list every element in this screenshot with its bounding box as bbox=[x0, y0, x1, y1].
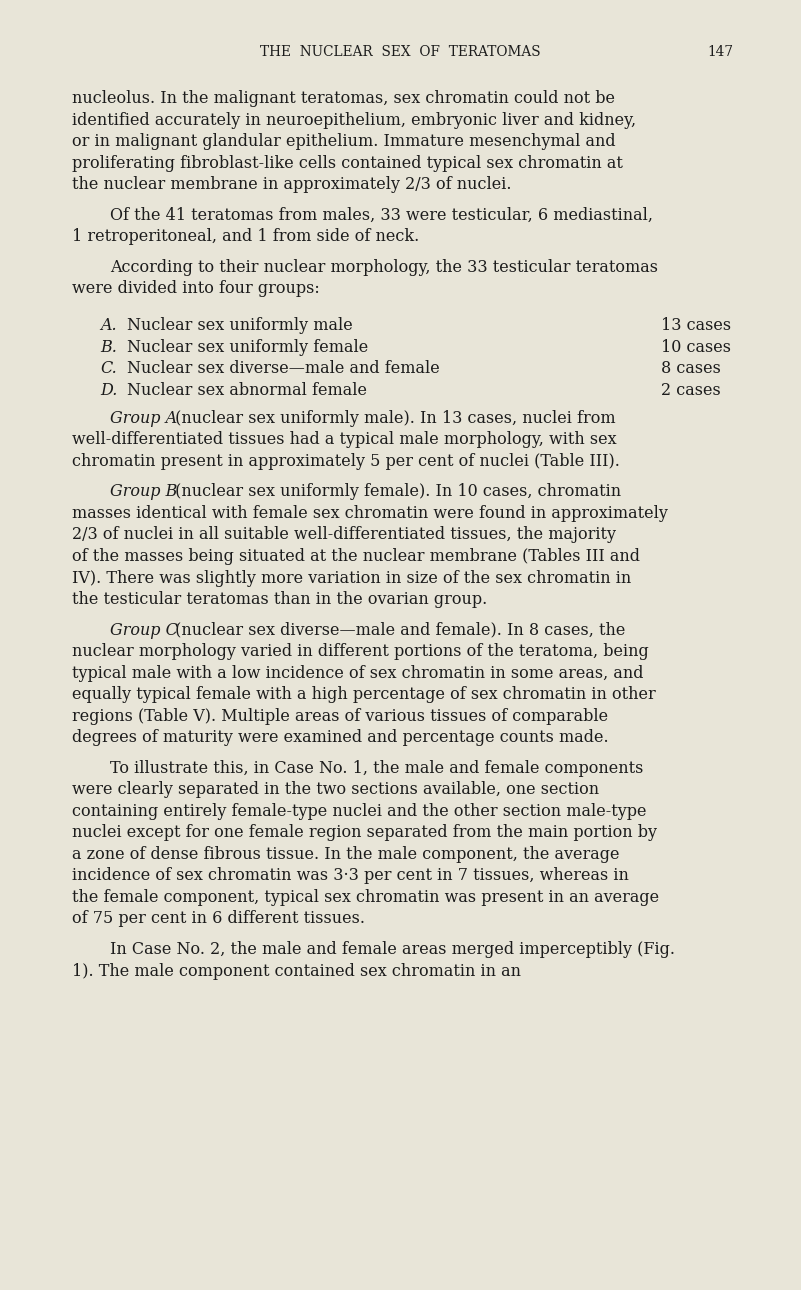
Text: incidence of sex chromatin was 3·3 per cent in 7 tissues, whereas in: incidence of sex chromatin was 3·3 per c… bbox=[72, 867, 629, 885]
Text: Group B: Group B bbox=[110, 484, 177, 501]
Text: equally typical female with a high percentage of sex chromatin in other: equally typical female with a high perce… bbox=[72, 686, 656, 703]
Text: In Case No. 2, the male and female areas merged imperceptibly (Fig.: In Case No. 2, the male and female areas… bbox=[110, 940, 675, 958]
Text: nuclear morphology varied in different portions of the teratoma, being: nuclear morphology varied in different p… bbox=[72, 644, 649, 660]
Text: Nuclear sex uniformly female: Nuclear sex uniformly female bbox=[127, 339, 368, 356]
Text: Nuclear sex diverse—male and female: Nuclear sex diverse—male and female bbox=[127, 360, 440, 378]
Text: were divided into four groups:: were divided into four groups: bbox=[72, 280, 320, 298]
Text: To illustrate this, in Case No. 1, the male and female components: To illustrate this, in Case No. 1, the m… bbox=[110, 760, 643, 777]
Text: 147: 147 bbox=[707, 45, 733, 59]
Text: 8 cases: 8 cases bbox=[661, 360, 721, 378]
Text: of the masses being situated at the nuclear membrane (Tables III and: of the masses being situated at the nucl… bbox=[72, 548, 640, 565]
Text: the nuclear membrane in approximately 2/3 of nuclei.: the nuclear membrane in approximately 2/… bbox=[72, 177, 512, 194]
Text: Of the 41 teratomas from males, 33 were testicular, 6 mediastinal,: Of the 41 teratomas from males, 33 were … bbox=[110, 206, 653, 224]
Text: (nuclear sex uniformly male). In 13 cases, nuclei from: (nuclear sex uniformly male). In 13 case… bbox=[170, 410, 615, 427]
Text: the female component, typical sex chromatin was present in an average: the female component, typical sex chroma… bbox=[72, 889, 659, 906]
Text: 13 cases: 13 cases bbox=[661, 317, 731, 334]
Text: were clearly separated in the two sections available, one section: were clearly separated in the two sectio… bbox=[72, 782, 599, 799]
Text: a zone of dense fibrous tissue. In the male component, the average: a zone of dense fibrous tissue. In the m… bbox=[72, 846, 619, 863]
Text: IV). There was slightly more variation in size of the sex chromatin in: IV). There was slightly more variation i… bbox=[72, 569, 631, 587]
Text: (nuclear sex diverse—male and female). In 8 cases, the: (nuclear sex diverse—male and female). I… bbox=[170, 622, 625, 639]
Text: D.: D. bbox=[100, 382, 118, 399]
Text: B.: B. bbox=[100, 339, 117, 356]
Text: chromatin present in approximately 5 per cent of nuclei (Table III).: chromatin present in approximately 5 per… bbox=[72, 453, 620, 470]
Text: the testicular teratomas than in the ovarian group.: the testicular teratomas than in the ova… bbox=[72, 591, 487, 608]
Text: 2/3 of nuclei in all suitable well-differentiated tissues, the majority: 2/3 of nuclei in all suitable well-diffe… bbox=[72, 526, 616, 543]
Text: nucleolus. In the malignant teratomas, sex chromatin could not be: nucleolus. In the malignant teratomas, s… bbox=[72, 90, 615, 107]
Text: or in malignant glandular epithelium. Immature mesenchymal and: or in malignant glandular epithelium. Im… bbox=[72, 133, 616, 150]
Text: of 75 per cent in 6 different tissues.: of 75 per cent in 6 different tissues. bbox=[72, 911, 365, 928]
Text: 10 cases: 10 cases bbox=[661, 339, 731, 356]
Text: well-differentiated tissues had a typical male morphology, with sex: well-differentiated tissues had a typica… bbox=[72, 431, 617, 449]
Text: According to their nuclear morphology, the 33 testicular teratomas: According to their nuclear morphology, t… bbox=[110, 259, 658, 276]
Text: masses identical with female sex chromatin were found in approximately: masses identical with female sex chromat… bbox=[72, 504, 668, 522]
Text: (nuclear sex uniformly female). In 10 cases, chromatin: (nuclear sex uniformly female). In 10 ca… bbox=[170, 484, 621, 501]
Text: regions (Table V). Multiple areas of various tissues of comparable: regions (Table V). Multiple areas of var… bbox=[72, 708, 608, 725]
Text: Nuclear sex abnormal female: Nuclear sex abnormal female bbox=[127, 382, 367, 399]
Text: 2 cases: 2 cases bbox=[661, 382, 721, 399]
Text: nuclei except for one female region separated from the main portion by: nuclei except for one female region sepa… bbox=[72, 824, 657, 841]
Text: degrees of maturity were examined and percentage counts made.: degrees of maturity were examined and pe… bbox=[72, 729, 609, 746]
Text: THE  NUCLEAR  SEX  OF  TERATOMAS: THE NUCLEAR SEX OF TERATOMAS bbox=[260, 45, 541, 59]
Text: A.: A. bbox=[100, 317, 117, 334]
Text: 1). The male component contained sex chromatin in an: 1). The male component contained sex chr… bbox=[72, 962, 521, 979]
Text: Group A: Group A bbox=[110, 410, 177, 427]
Text: Nuclear sex uniformly male: Nuclear sex uniformly male bbox=[127, 317, 352, 334]
Text: C.: C. bbox=[100, 360, 117, 378]
Text: Group C: Group C bbox=[110, 622, 178, 639]
Text: containing entirely female-type nuclei and the other section male-type: containing entirely female-type nuclei a… bbox=[72, 802, 646, 820]
Text: typical male with a low incidence of sex chromatin in some areas, and: typical male with a low incidence of sex… bbox=[72, 664, 643, 681]
Text: 1 retroperitoneal, and 1 from side of neck.: 1 retroperitoneal, and 1 from side of ne… bbox=[72, 228, 419, 245]
Text: proliferating fibroblast-like cells contained typical sex chromatin at: proliferating fibroblast-like cells cont… bbox=[72, 155, 623, 172]
Text: identified accurately in neuroepithelium, embryonic liver and kidney,: identified accurately in neuroepithelium… bbox=[72, 112, 636, 129]
